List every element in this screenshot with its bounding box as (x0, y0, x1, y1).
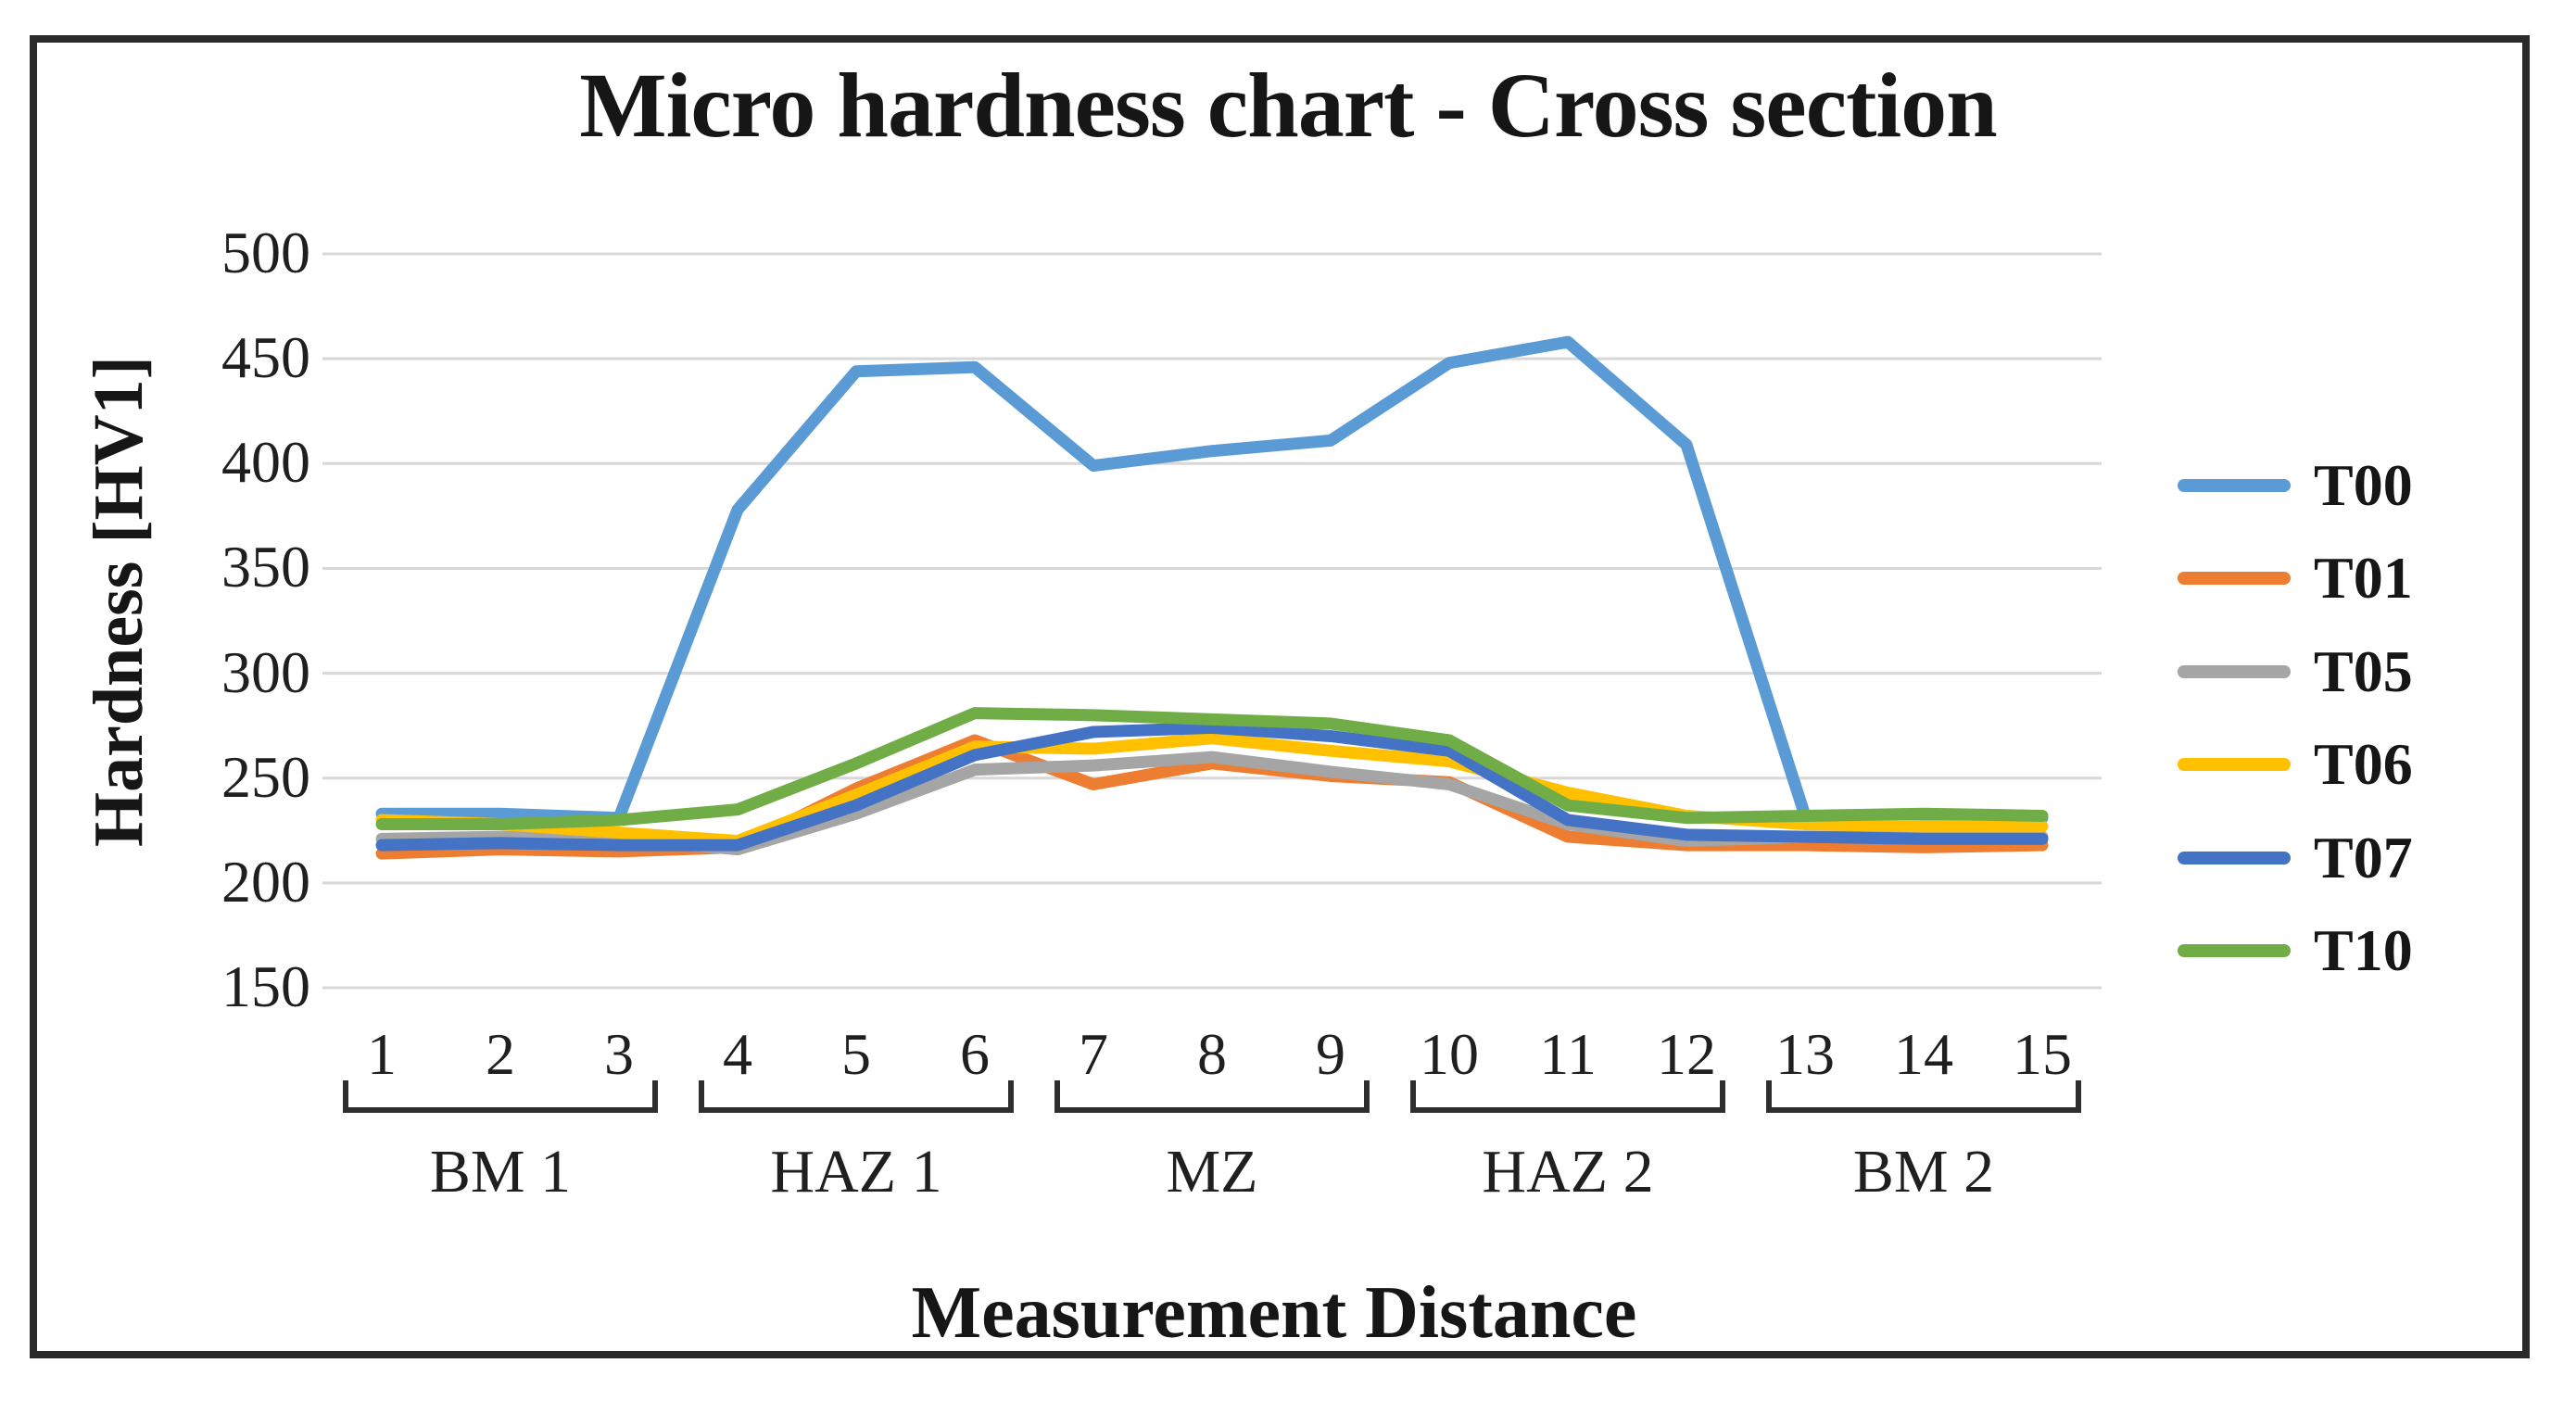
x-tick-2: 2 (486, 1021, 515, 1087)
legend-line-icon-T05 (2178, 664, 2291, 678)
x-tick-6: 6 (960, 1021, 990, 1087)
y-tick-500: 500 (221, 220, 310, 286)
legend-line-icon-T00 (2178, 479, 2291, 492)
y-tick-350: 350 (221, 534, 310, 600)
series-line-T07 (375, 721, 2049, 852)
x-tick-11: 11 (1539, 1021, 1597, 1087)
group-bracket-bm-2 (1766, 1080, 2081, 1113)
group-bracket-bm-1 (343, 1080, 658, 1113)
group-label-bm-2: BM 2 (1852, 1138, 1995, 1205)
legend-line-icon-T06 (2178, 758, 2291, 772)
x-tick-12: 12 (1657, 1021, 1716, 1087)
x-tick-15: 15 (2013, 1021, 2072, 1087)
x-axis-title: Measurement Distance (911, 1272, 1637, 1354)
series-line-T10 (375, 707, 2049, 831)
legend-label-T05: T05 (2314, 637, 2413, 704)
legend-label-T06: T06 (2314, 731, 2413, 798)
legend-label-T01: T01 (2314, 545, 2413, 612)
group-label-haz-1: HAZ 1 (770, 1138, 942, 1205)
x-tick-9: 9 (1316, 1021, 1345, 1087)
x-tick-7: 7 (1079, 1021, 1108, 1087)
x-tick-10: 10 (1420, 1021, 1479, 1087)
legend-label-T07: T07 (2314, 824, 2413, 890)
x-tick-13: 13 (1775, 1021, 1835, 1087)
x-tick-3: 3 (604, 1021, 634, 1087)
group-label-bm-1: BM 1 (429, 1138, 572, 1205)
x-tick-1: 1 (367, 1021, 397, 1087)
x-tick-4: 4 (723, 1021, 752, 1087)
x-tick-5: 5 (841, 1021, 871, 1087)
y-tick-200: 200 (221, 848, 310, 915)
legend-label-T10: T10 (2314, 917, 2413, 983)
group-label-haz-2: HAZ 2 (1482, 1138, 1654, 1205)
chart-title: Micro hardness chart - Cross section (579, 54, 1998, 157)
group-bracket-haz-2 (1410, 1080, 1725, 1113)
x-tick-14: 14 (1894, 1021, 1953, 1087)
group-label-mz: MZ (1166, 1138, 1258, 1205)
legend-label-T00: T00 (2314, 452, 2413, 518)
group-bracket-haz-1 (699, 1080, 1014, 1113)
legend-line-icon-T10 (2178, 944, 2291, 957)
legend-line-icon-T01 (2178, 572, 2291, 586)
y-tick-400: 400 (221, 429, 310, 496)
y-tick-450: 450 (221, 324, 310, 391)
y-tick-150: 150 (221, 953, 310, 1019)
figure-border (30, 35, 2530, 1358)
y-tick-250: 250 (221, 743, 310, 810)
x-tick-8: 8 (1197, 1021, 1227, 1087)
series-line-T00 (375, 335, 2049, 827)
y-tick-300: 300 (221, 638, 310, 705)
group-bracket-mz (1054, 1080, 1370, 1113)
legend-line-icon-T07 (2178, 851, 2291, 865)
